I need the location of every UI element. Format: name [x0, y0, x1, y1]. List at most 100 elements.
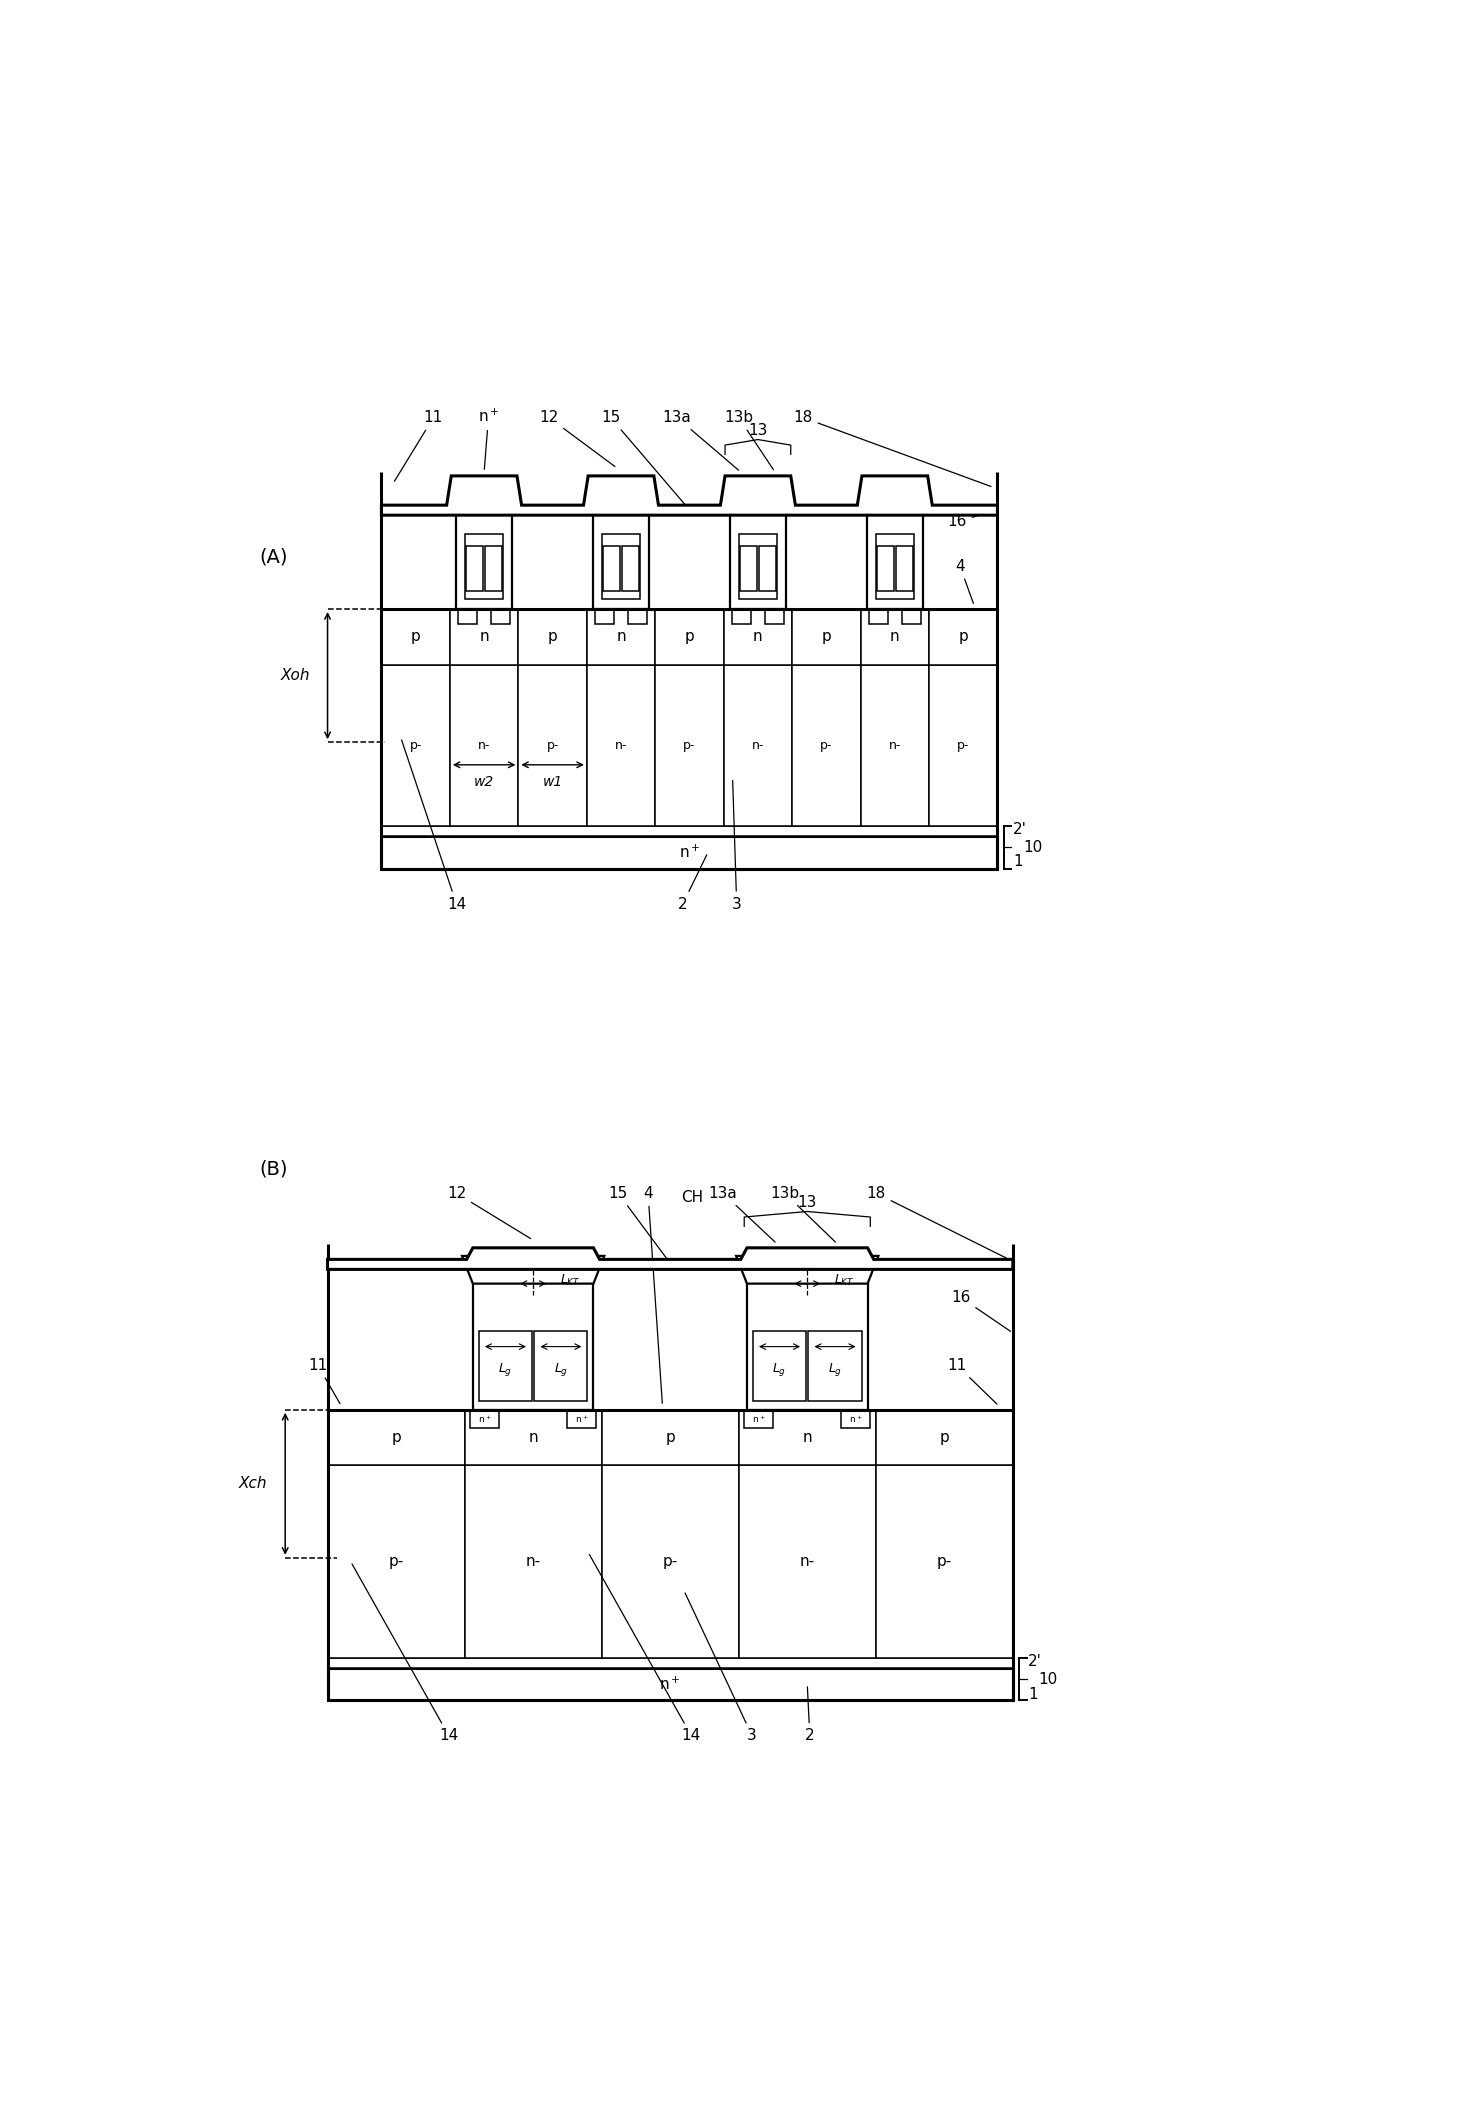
Text: 2': 2'	[1012, 821, 1027, 838]
Text: $\mathsf{n^+}$: $\mathsf{n^+}$	[659, 1676, 682, 1692]
Bar	[465, 1410, 602, 1465]
Text: 2: 2	[805, 1686, 815, 1743]
Text: n: n	[479, 629, 489, 644]
Bar	[622, 545, 639, 592]
Text: p-: p-	[937, 1553, 951, 1568]
Bar	[328, 1667, 1012, 1701]
Bar	[587, 608, 655, 665]
Text: n-: n-	[526, 1553, 541, 1568]
Text: 14: 14	[402, 741, 467, 911]
Bar	[861, 665, 929, 827]
Text: Xch: Xch	[239, 1476, 267, 1490]
Bar	[759, 545, 777, 592]
Bar	[491, 608, 510, 623]
Text: $L_{KT}$: $L_{KT}$	[560, 1274, 581, 1288]
Text: $L_g$: $L_g$	[554, 1362, 568, 1379]
Text: 2: 2	[677, 855, 707, 911]
Text: 13: 13	[797, 1196, 817, 1210]
Bar	[876, 1410, 1012, 1465]
Bar	[723, 665, 791, 827]
Text: p-: p-	[547, 739, 559, 751]
Bar	[876, 535, 914, 598]
Text: 10: 10	[1023, 840, 1042, 855]
Bar	[594, 608, 614, 623]
Bar	[603, 545, 619, 592]
Text: n-: n-	[751, 739, 765, 751]
Bar	[381, 836, 997, 869]
Text: p: p	[548, 629, 557, 644]
Bar	[861, 608, 929, 665]
Text: n-: n-	[615, 739, 627, 751]
Text: p: p	[391, 1429, 402, 1446]
Text: n-: n-	[889, 739, 901, 751]
Text: 10: 10	[1039, 1671, 1058, 1686]
Bar	[738, 1465, 876, 1659]
Bar	[381, 665, 451, 827]
Bar	[740, 545, 757, 592]
Text: n: n	[617, 629, 625, 644]
Text: 16: 16	[947, 512, 994, 528]
Bar	[877, 545, 894, 592]
Text: p: p	[665, 1429, 676, 1446]
Text: 13b: 13b	[725, 410, 774, 469]
Bar	[809, 1330, 861, 1400]
Text: $L_{KT}$: $L_{KT}$	[834, 1274, 855, 1288]
Text: 4: 4	[643, 1185, 662, 1404]
Bar	[519, 608, 587, 665]
Text: 15: 15	[609, 1185, 668, 1261]
Text: 1: 1	[1012, 855, 1023, 869]
Bar	[655, 608, 723, 665]
Text: $\mathsf{n^+}$: $\mathsf{n^+}$	[477, 1412, 492, 1425]
Text: Xoh: Xoh	[280, 667, 310, 684]
Text: $\mathsf{n^+}$: $\mathsf{n^+}$	[679, 844, 701, 861]
Bar	[470, 1410, 499, 1427]
Text: 13a: 13a	[708, 1185, 775, 1242]
Bar	[753, 1330, 806, 1400]
Text: 3: 3	[732, 781, 741, 911]
Text: p-: p-	[388, 1553, 403, 1568]
Text: 13b: 13b	[771, 1185, 836, 1242]
Text: n: n	[891, 629, 900, 644]
Bar	[867, 505, 923, 608]
Text: $L_g$: $L_g$	[772, 1362, 787, 1379]
Bar	[451, 608, 519, 665]
Bar	[929, 665, 997, 827]
Bar	[465, 1465, 602, 1659]
Bar	[897, 545, 913, 592]
Text: p-: p-	[820, 739, 833, 751]
Bar	[868, 608, 888, 623]
Text: w1: w1	[542, 775, 563, 789]
Text: p: p	[411, 629, 421, 644]
Bar	[929, 608, 997, 665]
Text: 18: 18	[793, 410, 991, 486]
Bar	[738, 1410, 876, 1465]
Text: (B): (B)	[259, 1160, 288, 1179]
Bar	[628, 608, 648, 623]
Text: n-: n-	[800, 1553, 815, 1568]
Text: n: n	[528, 1429, 538, 1446]
Bar	[485, 545, 502, 592]
Bar	[535, 1330, 587, 1400]
Text: n: n	[802, 1429, 812, 1446]
Text: 13a: 13a	[662, 410, 738, 469]
Text: 16: 16	[951, 1290, 1011, 1330]
Text: 14: 14	[353, 1564, 458, 1743]
Text: 14: 14	[590, 1553, 701, 1743]
Polygon shape	[381, 476, 997, 516]
Bar	[593, 505, 649, 608]
Text: $L_g$: $L_g$	[828, 1362, 842, 1379]
Bar	[791, 608, 861, 665]
Text: n: n	[753, 629, 763, 644]
Text: p-: p-	[957, 739, 969, 751]
Text: $\mathsf{n^+}$: $\mathsf{n^+}$	[751, 1412, 766, 1425]
Text: 2': 2'	[1029, 1655, 1042, 1669]
Bar	[587, 665, 655, 827]
Bar	[381, 827, 997, 836]
Bar	[729, 505, 785, 608]
Bar	[876, 1465, 1012, 1659]
Text: 18: 18	[867, 1185, 1006, 1259]
Text: 15: 15	[600, 410, 688, 507]
Bar	[465, 535, 504, 598]
Text: $\mathsf{n^+}$: $\mathsf{n^+}$	[477, 408, 499, 469]
Text: p-: p-	[662, 1553, 677, 1568]
